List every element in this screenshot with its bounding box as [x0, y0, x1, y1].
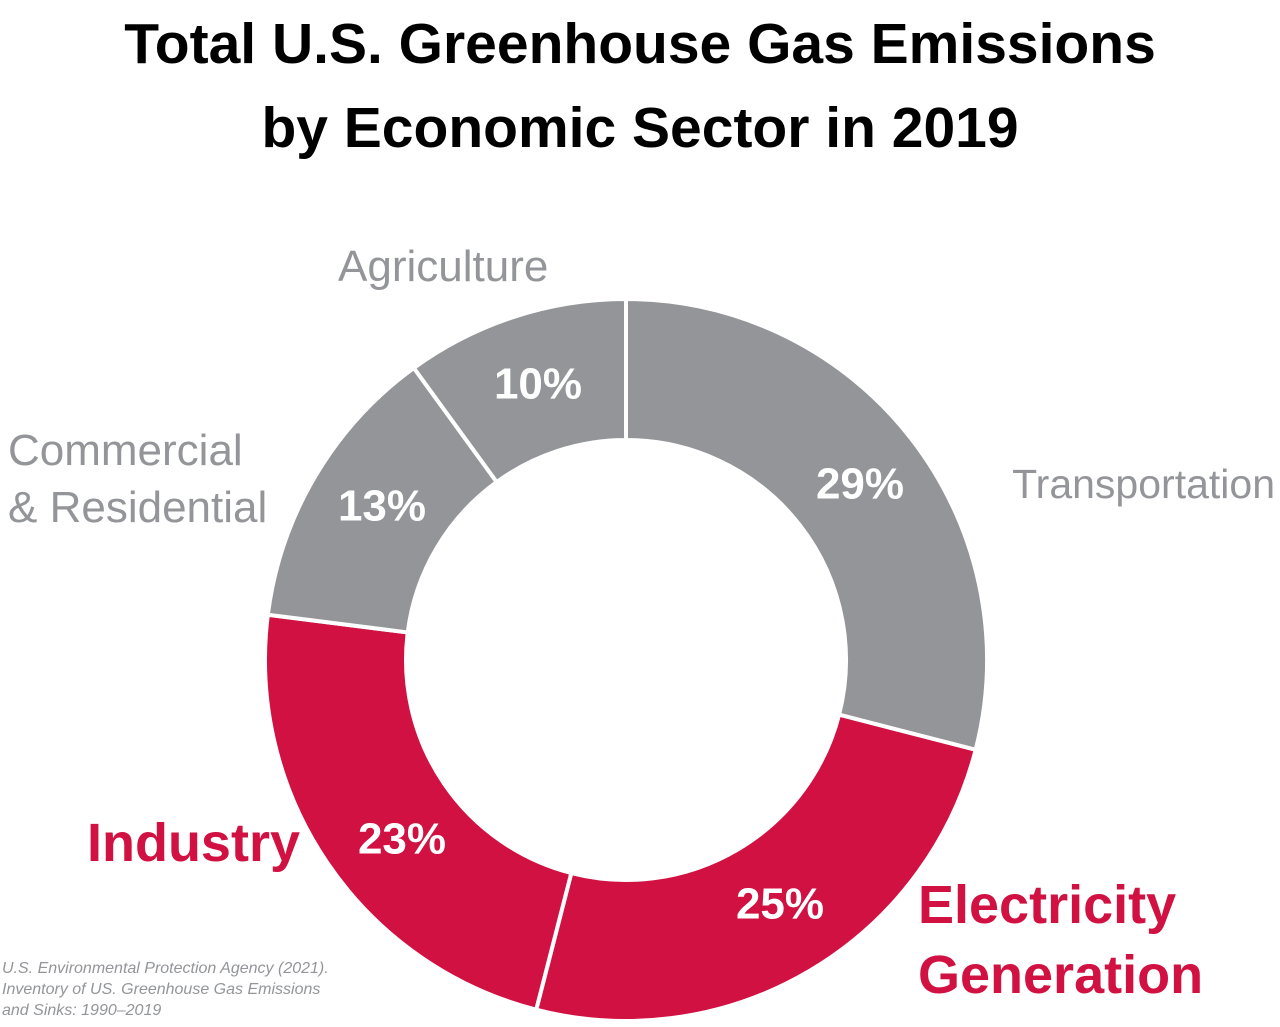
category-label: Industry — [86, 813, 300, 873]
category-label: Agriculture — [338, 242, 549, 291]
source-note: U.S. Environmental Protection Agency (20… — [2, 960, 329, 1019]
value-label: 29% — [816, 460, 904, 509]
donut-slice — [624, 296, 989, 753]
chart-title: Total U.S. Greenhouse Gas Emissions by E… — [124, 12, 1156, 160]
category-label: Commercial & Residential — [8, 426, 268, 532]
value-label: 23% — [358, 815, 446, 864]
value-label: 13% — [338, 482, 426, 531]
value-label: 25% — [736, 880, 824, 929]
category-label: Electricity Generation — [918, 875, 1204, 1005]
donut-slice — [263, 612, 574, 1013]
category-label: Transportation — [1012, 461, 1275, 507]
donut-slice — [411, 296, 628, 485]
donut-slice — [533, 712, 979, 1023]
value-label: 10% — [494, 360, 582, 409]
